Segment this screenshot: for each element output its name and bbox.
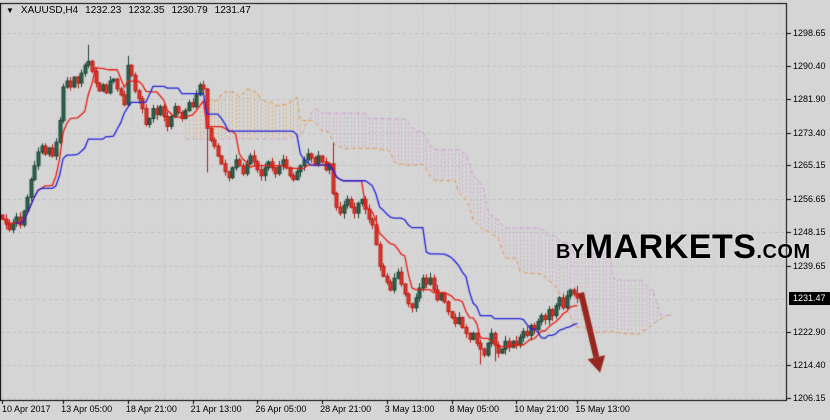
chevron-down-icon[interactable]: ▼ <box>6 5 14 15</box>
watermark-com-text: .COM <box>756 241 811 263</box>
ohlc-close-value: 1231.47 <box>214 5 251 16</box>
ohlc-low-value: 1230.79 <box>171 5 208 16</box>
price-axis-label: 1206.15 <box>793 392 826 403</box>
time-axis-label: 15 May 13:00 <box>575 404 630 414</box>
time-axis-label: 10 May 21:00 <box>514 404 569 414</box>
price-axis-label: 1214.40 <box>793 360 826 371</box>
price-axis-label: 1281.90 <box>793 94 826 105</box>
ohlc-open-value: 1232.23 <box>85 5 122 16</box>
watermark-markets-text: MARKETS <box>584 228 757 266</box>
time-axis-label: 26 Apr 05:00 <box>255 404 307 414</box>
ohlc-high-value: 1232.35 <box>128 5 165 16</box>
price-axis-label: 1222.90 <box>793 326 826 337</box>
bymarkets-watermark: BY MARKETS .COM <box>556 228 811 267</box>
price-axis-label: 1248.15 <box>793 227 826 238</box>
symbol-timeframe-label: XAUUSD,H4 <box>20 5 79 16</box>
time-axis-label: 18 Apr 21:00 <box>125 404 177 414</box>
price-axis-label: 1273.40 <box>793 127 826 138</box>
current-price-tag: 1231.47 <box>789 291 830 305</box>
symbol-info-bar: ▼ XAUUSD,H4 1232.23 1232.35 1230.79 1231… <box>6 5 251 16</box>
time-axis-label: 3 May 13:00 <box>384 404 435 414</box>
price-axis-label: 1239.65 <box>793 260 826 271</box>
time-axis-label: 28 Apr 21:00 <box>320 404 372 414</box>
price-axis-label: 1290.40 <box>793 60 826 71</box>
time-axis[interactable]: 10 Apr 2017 13 Apr 05:00 18 Apr 21:00 21 Ap… <box>0 400 830 420</box>
time-axis-label: 21 Apr 13:00 <box>190 404 242 414</box>
time-axis-label: 13 Apr 05:00 <box>61 404 113 414</box>
time-axis-label: 8 May 05:00 <box>449 404 500 414</box>
price-axis-label: 1256.65 <box>793 193 826 204</box>
time-axis-label: 10 Apr 2017 <box>2 404 51 414</box>
price-axis[interactable]: 1298.65 1290.40 1281.90 1273.40 1265.15 1256.… <box>788 0 830 403</box>
watermark-by-text: BY <box>556 241 585 263</box>
price-axis-label: 1298.65 <box>793 28 826 39</box>
price-axis-label: 1265.15 <box>793 160 826 171</box>
